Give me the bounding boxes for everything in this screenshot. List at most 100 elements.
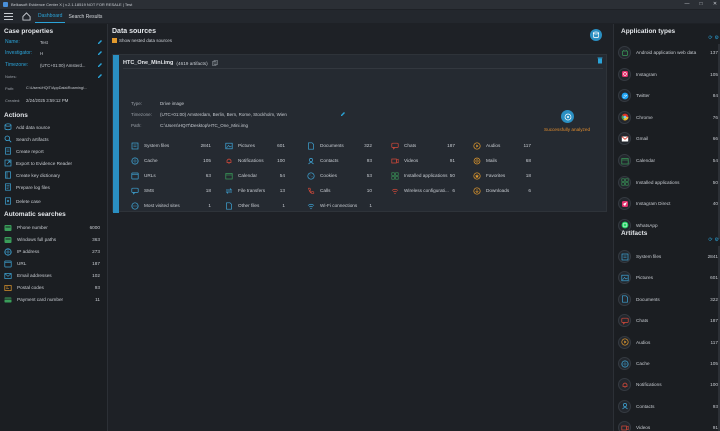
system-files-icon-badge <box>618 250 631 263</box>
refresh-icon[interactable]: ⟳ <box>708 35 713 41</box>
category-downloads[interactable]: Downloads <box>473 185 509 196</box>
pictures-icon-badge <box>618 271 631 285</box>
category-favorites[interactable]: Favorites <box>473 170 505 181</box>
artifacts-scrollbar[interactable] <box>718 246 720 431</box>
auto-search-payment-card[interactable]: Payment card number 11 <box>4 294 104 305</box>
artifacts-item[interactable]: Videos 91 <box>618 417 718 431</box>
data-source-card[interactable]: HTC_One_Mini.img (4619 artifacts) Type: … <box>112 54 607 213</box>
application-types-item[interactable]: Twitter 84 <box>618 85 718 106</box>
application-types-item[interactable]: Installed applications 50 <box>618 172 718 193</box>
category-wifi[interactable]: Wi-Fi connections <box>307 200 357 211</box>
delete-case-action[interactable]: Delete case <box>4 196 41 206</box>
item-label: Chrome <box>636 114 653 120</box>
tab-search-results[interactable]: Search Results <box>68 13 103 20</box>
pictures-icon <box>620 274 629 282</box>
application-types-item[interactable]: Calendar 54 <box>618 150 718 171</box>
copy-icon[interactable] <box>211 60 218 66</box>
artifacts-item[interactable]: Pictures 601 <box>618 267 718 288</box>
application-types-scrollbar[interactable] <box>718 44 720 239</box>
show-nested-checkbox[interactable] <box>112 38 117 43</box>
create-key-dictionary-action[interactable]: Create key dictionary <box>4 170 60 180</box>
artifacts-item[interactable]: Cache 105 <box>618 353 718 374</box>
documents-icon <box>621 295 628 303</box>
refresh-icon[interactable]: ⟳ <box>708 237 713 243</box>
trash-icon[interactable] <box>597 57 603 64</box>
edit-card-timezone-icon[interactable] <box>340 111 346 117</box>
prepare-log-files-action[interactable]: Prepare log files <box>4 182 50 192</box>
category-mails[interactable]: Mails <box>473 155 497 166</box>
artifacts-item[interactable]: Audios 117 <box>618 332 718 353</box>
item-count: 105 <box>710 361 718 366</box>
audios-icon <box>473 141 481 150</box>
hamburger-menu-icon[interactable] <box>4 13 13 20</box>
artifacts-item[interactable]: System files 2841 <box>618 246 718 267</box>
application-types-item[interactable]: Android application web data 137 <box>618 42 718 63</box>
add-data-source-button[interactable] <box>590 29 602 41</box>
search-artifacts-action[interactable]: Search artifacts <box>4 134 49 144</box>
path-row: Path: C:\Users\HQIT\AppData\Roaming\... <box>0 83 108 93</box>
item-label: Gmail <box>636 136 649 142</box>
category-file-transfers[interactable]: File transfers <box>225 185 265 196</box>
application-types-item[interactable]: Instagram Direct 40 <box>618 193 718 214</box>
category-wireless[interactable]: Wireless configurati... <box>391 185 449 196</box>
edit-investigator-icon[interactable] <box>97 50 103 56</box>
category-cookies[interactable]: Cookies <box>307 170 337 181</box>
category-system-files[interactable]: System files <box>131 140 169 151</box>
application-types-item[interactable]: WhatsApp <box>618 215 718 236</box>
create-report-action[interactable]: Create report <box>4 146 44 156</box>
category-calls[interactable]: Calls <box>307 185 330 196</box>
category-audios[interactable]: Audios <box>473 140 500 151</box>
category-documents[interactable]: Documents <box>307 140 344 151</box>
auto-search-phone[interactable]: Phone number 6000 <box>4 222 104 233</box>
auto-search-ip-address[interactable]: IP address 273 <box>4 246 104 257</box>
category-urls[interactable]: URLs <box>131 170 156 181</box>
export-evidence-reader-action[interactable]: Export to Evidence Reader <box>4 158 72 168</box>
auto-search-postal-codes[interactable]: Postal codes 93 <box>4 282 104 293</box>
maximize-button[interactable]: □ <box>699 1 703 7</box>
gmail-icon <box>621 136 628 142</box>
category-count: 6 <box>528 188 531 193</box>
edit-timezone-icon[interactable] <box>97 62 103 68</box>
artifacts-item[interactable]: Documents 322 <box>618 289 718 310</box>
whatsapp-icon <box>621 221 628 229</box>
category-label: Documents <box>320 143 344 148</box>
category-most-visited[interactable]: Most visited sites <box>131 200 180 211</box>
application-types-item[interactable]: Instagram 105 <box>618 64 718 85</box>
show-nested-toggle[interactable]: Show nested data sources <box>112 38 172 43</box>
settings-icon[interactable]: ⚙ <box>714 237 719 243</box>
application-types-item[interactable]: Gmail 66 <box>618 128 718 149</box>
category-cache[interactable]: Cache <box>131 155 158 166</box>
category-videos[interactable]: Videos <box>391 155 418 166</box>
home-icon[interactable] <box>22 12 31 21</box>
category-notifications[interactable]: Notifications <box>225 155 264 166</box>
category-other-files[interactable]: Other files <box>225 200 259 211</box>
installed-apps-icon <box>621 178 628 186</box>
videos-icon-badge <box>618 421 631 431</box>
item-label: Calendar <box>636 158 656 163</box>
category-calendar[interactable]: Calendar <box>225 170 257 181</box>
close-button[interactable]: ✕ <box>712 1 718 7</box>
artifacts-item[interactable]: Notifications 100 <box>618 374 718 395</box>
tab-dashboard[interactable]: Dashboard <box>35 10 66 23</box>
settings-icon[interactable]: ⚙ <box>714 35 719 41</box>
category-pictures[interactable]: Pictures <box>225 140 255 151</box>
edit-name-icon[interactable] <box>97 39 103 45</box>
category-sms[interactable]: SMS <box>131 185 154 196</box>
category-chats[interactable]: Chats <box>391 140 416 151</box>
auto-search-url[interactable]: URL 187 <box>4 258 104 269</box>
application-types-item[interactable]: Chrome 76 <box>618 107 718 128</box>
edit-notes-icon[interactable] <box>97 73 103 79</box>
auto-search-windows-paths[interactable]: Windows full paths 363 <box>4 234 104 245</box>
item-label: Cache <box>636 361 650 366</box>
notifications-icon <box>226 158 232 164</box>
audios-icon-badge <box>618 335 631 349</box>
category-installed-apps[interactable]: Installed applications <box>391 170 448 181</box>
calls-icon <box>308 187 315 194</box>
add-data-source-action[interactable]: Add data source <box>4 122 50 132</box>
minimize-button[interactable]: — <box>684 1 690 7</box>
instagram-icon <box>621 71 628 78</box>
artifacts-item[interactable]: Chats 187 <box>618 310 718 331</box>
artifacts-item[interactable]: Contacts 93 <box>618 396 718 417</box>
category-contacts[interactable]: Contacts <box>307 155 339 166</box>
auto-search-email[interactable]: Email addresses 102 <box>4 270 104 281</box>
